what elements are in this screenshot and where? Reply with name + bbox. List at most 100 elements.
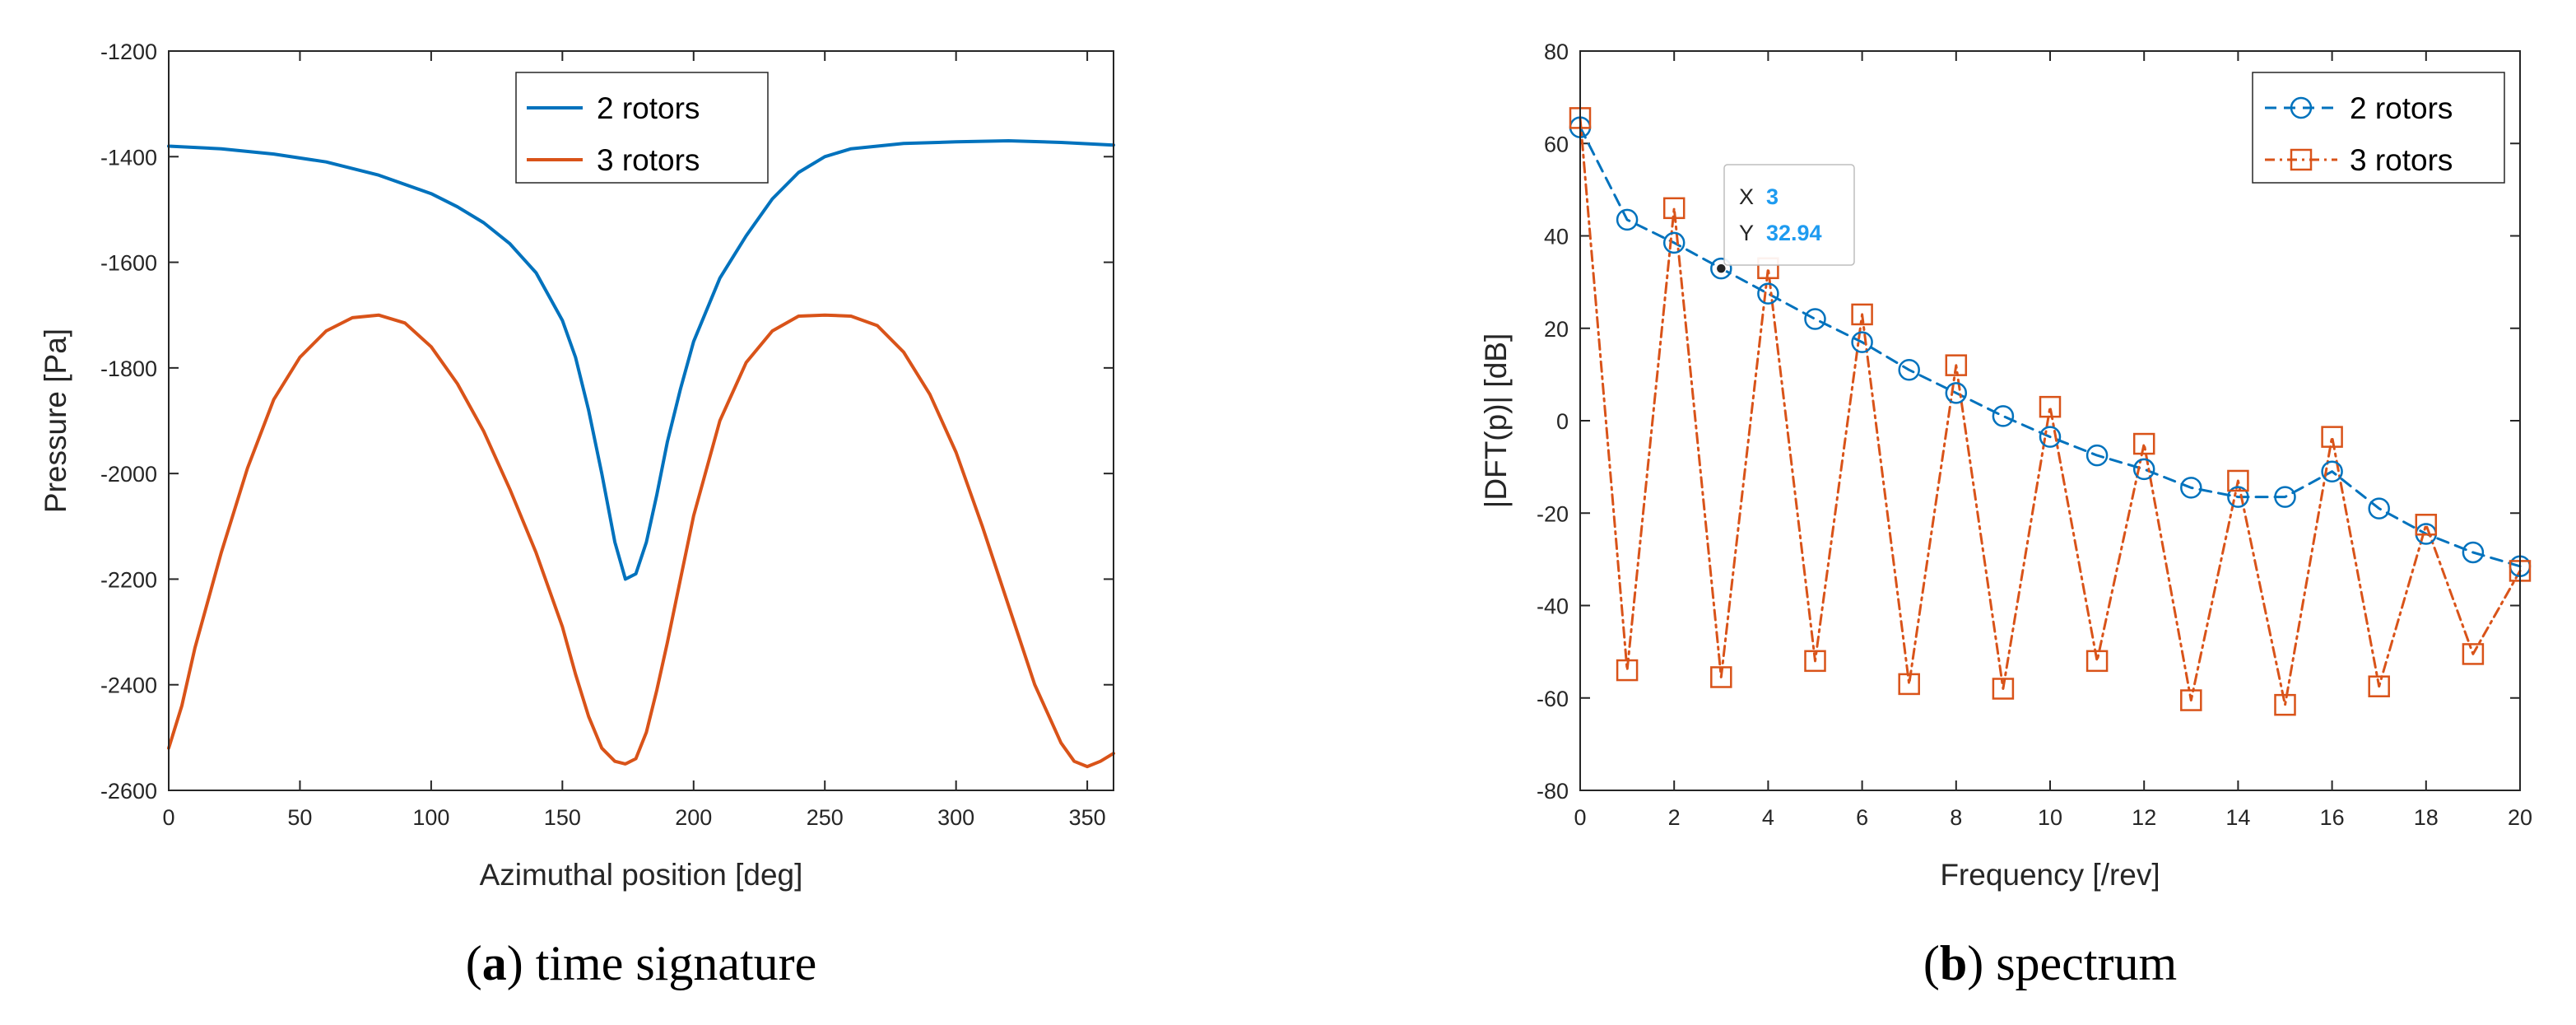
y-tick-label-a-1600: -1600 — [100, 251, 157, 276]
legend-a: 2 rotors 3 rotors — [515, 72, 769, 184]
data-point-b-3-rotors-7 — [1898, 673, 1920, 696]
y-tick-label-a-2200: -2200 — [100, 567, 157, 592]
x-tick-label-a-100: 100 — [412, 805, 449, 830]
x-tick-label-b-8: 8 — [1950, 805, 1962, 830]
data-point-b-3-rotors-10 — [2039, 395, 2062, 418]
caption-a: (a) time signature — [466, 936, 817, 990]
plot-frame-a — [168, 50, 1114, 791]
caption-text-a: time signature — [536, 936, 817, 990]
data-point-b-2-rotors-3 — [1710, 257, 1732, 280]
chart-time-signature: -2600 -2400 -2200 -2000 -1800 -1600 -1400 -1200… — [39, 40, 1115, 990]
y-tick-labels-b: -80 -60 -40 -20 0 20 40 60 80 — [1537, 40, 1569, 804]
x-tick-labels-a: 0 50 100 150 200 250 300 350 — [162, 805, 1105, 830]
x-tick-label-a-150: 150 — [544, 805, 581, 830]
datatip-y-value: 32.94 — [1766, 221, 1822, 245]
data-point-b-3-rotors-16 — [2321, 426, 2343, 448]
x-tick-label-b-20: 20 — [2508, 805, 2532, 830]
legend-swatch-marker-2-rotors-b — [2290, 96, 2313, 119]
x-axis-label-b: Frequency [/rev] — [1940, 858, 2160, 892]
data-point-b-2-rotors-9 — [1992, 405, 2015, 427]
data-point-b-3-rotors-2 — [1662, 197, 1686, 220]
data-point-b-3-rotors-8 — [1945, 354, 1968, 376]
legend-label-2-rotors-a: 2 rotors — [597, 91, 700, 125]
data-point-b-2-rotors-11 — [2085, 444, 2109, 467]
y-tick-labels-a: -2600 -2400 -2200 -2000 -1800 -1600 -1400 -1200 — [100, 40, 157, 804]
y-tick-label-a-2400: -2400 — [100, 673, 157, 698]
data-point-b-3-rotors-12 — [2132, 432, 2155, 455]
datatip-box — [1723, 164, 1855, 266]
data-point-b-2-rotors-15 — [2274, 486, 2296, 508]
x-tick-label-a-50: 50 — [287, 805, 312, 830]
data-point-b-3-rotors-18 — [2415, 514, 2438, 536]
datatip-x-label: X — [1739, 184, 1754, 209]
y-tick-label-a-1400: -1400 — [100, 145, 157, 170]
legend-label-3-rotors-a: 3 rotors — [597, 143, 700, 177]
x-tick-label-b-10: 10 — [2038, 805, 2062, 830]
data-point-b-2-rotors-1 — [1616, 208, 1639, 231]
y-tick-label-b-0: 0 — [1556, 409, 1569, 434]
data-point-b-2-rotors-19 — [2462, 541, 2485, 564]
x-tick-label-b-14: 14 — [2225, 805, 2250, 830]
data-point-b-3-rotors-9 — [1992, 678, 2015, 700]
data-point-b-2-rotors-7 — [1898, 359, 1920, 381]
y-tick-label-b-60: -60 — [1537, 687, 1569, 711]
legend-label-2-rotors-b: 2 rotors — [2350, 91, 2453, 125]
x-tick-label-a-200: 200 — [675, 805, 712, 830]
caption-text-b: spectrum — [1996, 936, 2177, 990]
x-axis-label-a: Azimuthal position [deg] — [480, 858, 803, 892]
y-tick-label-b-60: 60 — [1544, 132, 1569, 156]
x-tick-labels-b: 0 2 4 6 8 10 12 14 16 18 20 — [1574, 805, 2532, 830]
y-tick-label-a-2600: -2600 — [100, 779, 157, 804]
data-point-b-2-rotors-4 — [1757, 282, 1779, 305]
data-point-b-3-rotors-15 — [2274, 693, 2296, 716]
data-point-b-3-rotors-11 — [2085, 650, 2109, 673]
y-tick-label-b-40: 40 — [1544, 225, 1569, 249]
x-tick-label-b-4: 4 — [1762, 805, 1774, 830]
x-tick-label-a-0: 0 — [162, 805, 174, 830]
series-line-a-2-rotors — [167, 139, 1115, 581]
caption-letter-a: a — [482, 936, 507, 990]
y-tick-label-a-2000: -2000 — [100, 462, 157, 487]
data-point-b-2-rotors-12 — [2132, 458, 2155, 481]
series-line-b-3-rotors — [1579, 116, 2522, 706]
data-point-b-2-rotors-13 — [2180, 477, 2202, 499]
datatip-x-value: 3 — [1766, 184, 1779, 209]
legend-box-a — [515, 72, 769, 184]
data-point-b-3-rotors-3 — [1710, 666, 1732, 688]
datatip-point — [1715, 263, 1727, 274]
y-tick-label-b-20: -20 — [1537, 501, 1569, 526]
y-tick-label-b-20: 20 — [1544, 317, 1569, 342]
legend-swatch-marker-3-rotors-b — [2290, 148, 2313, 171]
series-lines-b — [1579, 116, 2522, 706]
x-tick-label-b-6: 6 — [1856, 805, 1868, 830]
series-lines-a — [167, 139, 1115, 769]
x-tick-label-b-12: 12 — [2132, 805, 2156, 830]
legend-box-b — [2252, 72, 2505, 184]
x-tick-label-a-300: 300 — [937, 805, 974, 830]
data-point-b-3-rotors-1 — [1616, 659, 1639, 682]
axis-ticks-a — [168, 50, 1114, 791]
legend-label-3-rotors-b: 3 rotors — [2350, 143, 2453, 177]
x-tick-label-b-2: 2 — [1668, 805, 1681, 830]
plot-frame-b — [1579, 50, 2521, 791]
data-point-b-2-rotors-5 — [1804, 308, 1826, 330]
data-point-b-2-rotors-10 — [2039, 426, 2062, 448]
series-line-a-3-rotors — [167, 313, 1115, 769]
data-point-b-3-rotors-14 — [2227, 469, 2249, 492]
y-axis-label-a: Pressure [Pa] — [39, 328, 72, 513]
x-tick-label-b-16: 16 — [2320, 805, 2345, 830]
datatip[interactable]: X 3 Y 32.94 — [1715, 164, 1855, 274]
data-point-b-2-rotors-2 — [1662, 231, 1686, 254]
series-line-b-2-rotors — [1579, 126, 2522, 568]
data-point-b-2-rotors-8 — [1945, 382, 1968, 404]
data-point-b-3-rotors-6 — [1851, 303, 1873, 326]
y-tick-label-b-40: -40 — [1537, 594, 1569, 619]
y-tick-label-a-1200: -1200 — [100, 40, 157, 64]
data-point-b-2-rotors-14 — [2227, 486, 2249, 508]
data-point-b-3-rotors-17 — [2368, 675, 2390, 697]
data-point-b-2-rotors-16 — [2321, 460, 2343, 482]
x-tick-label-a-250: 250 — [807, 805, 844, 830]
y-axis-label-b: |DFT(p)| [dB] — [1479, 333, 1513, 508]
